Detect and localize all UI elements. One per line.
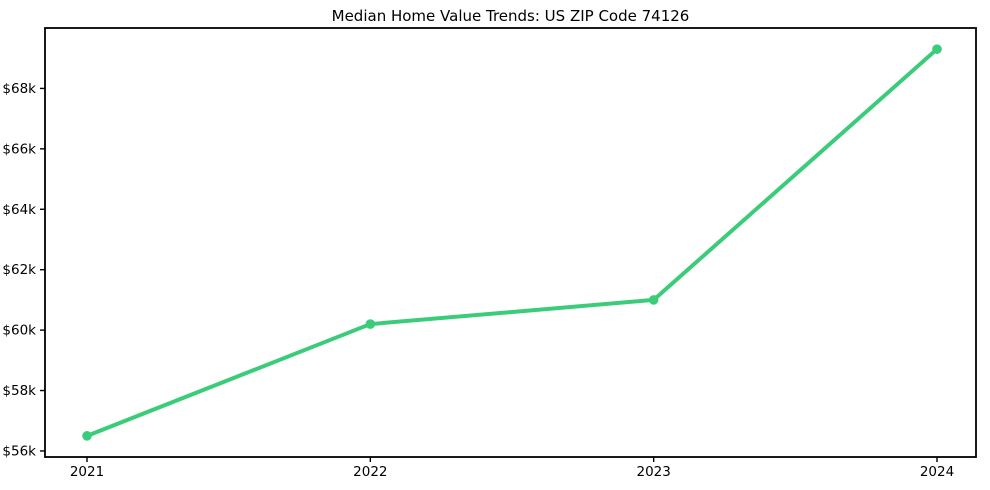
y-tick-label: $66k (2, 141, 36, 157)
x-tick-label: 2024 (920, 464, 954, 480)
x-tick-label: 2023 (636, 464, 670, 480)
y-tick-label: $62k (2, 262, 36, 278)
data-point-marker (648, 295, 659, 305)
x-tick-label: 2021 (70, 464, 104, 480)
y-tick-label: $58k (2, 383, 36, 399)
y-tick-label: $56k (2, 443, 36, 459)
trend-line (85, 47, 939, 438)
plot-border (44, 27, 977, 458)
y-tick-label: $60k (2, 323, 36, 339)
y-tick-label: $68k (2, 81, 36, 97)
y-tick-label: $64k (2, 202, 36, 218)
data-point-marker (932, 44, 942, 54)
chart-title: Median Home Value Trends: US ZIP Code 74… (331, 7, 690, 25)
data-point-marker (82, 431, 92, 441)
data-point-marker (365, 319, 376, 329)
x-tick-label: 2022 (353, 464, 387, 480)
